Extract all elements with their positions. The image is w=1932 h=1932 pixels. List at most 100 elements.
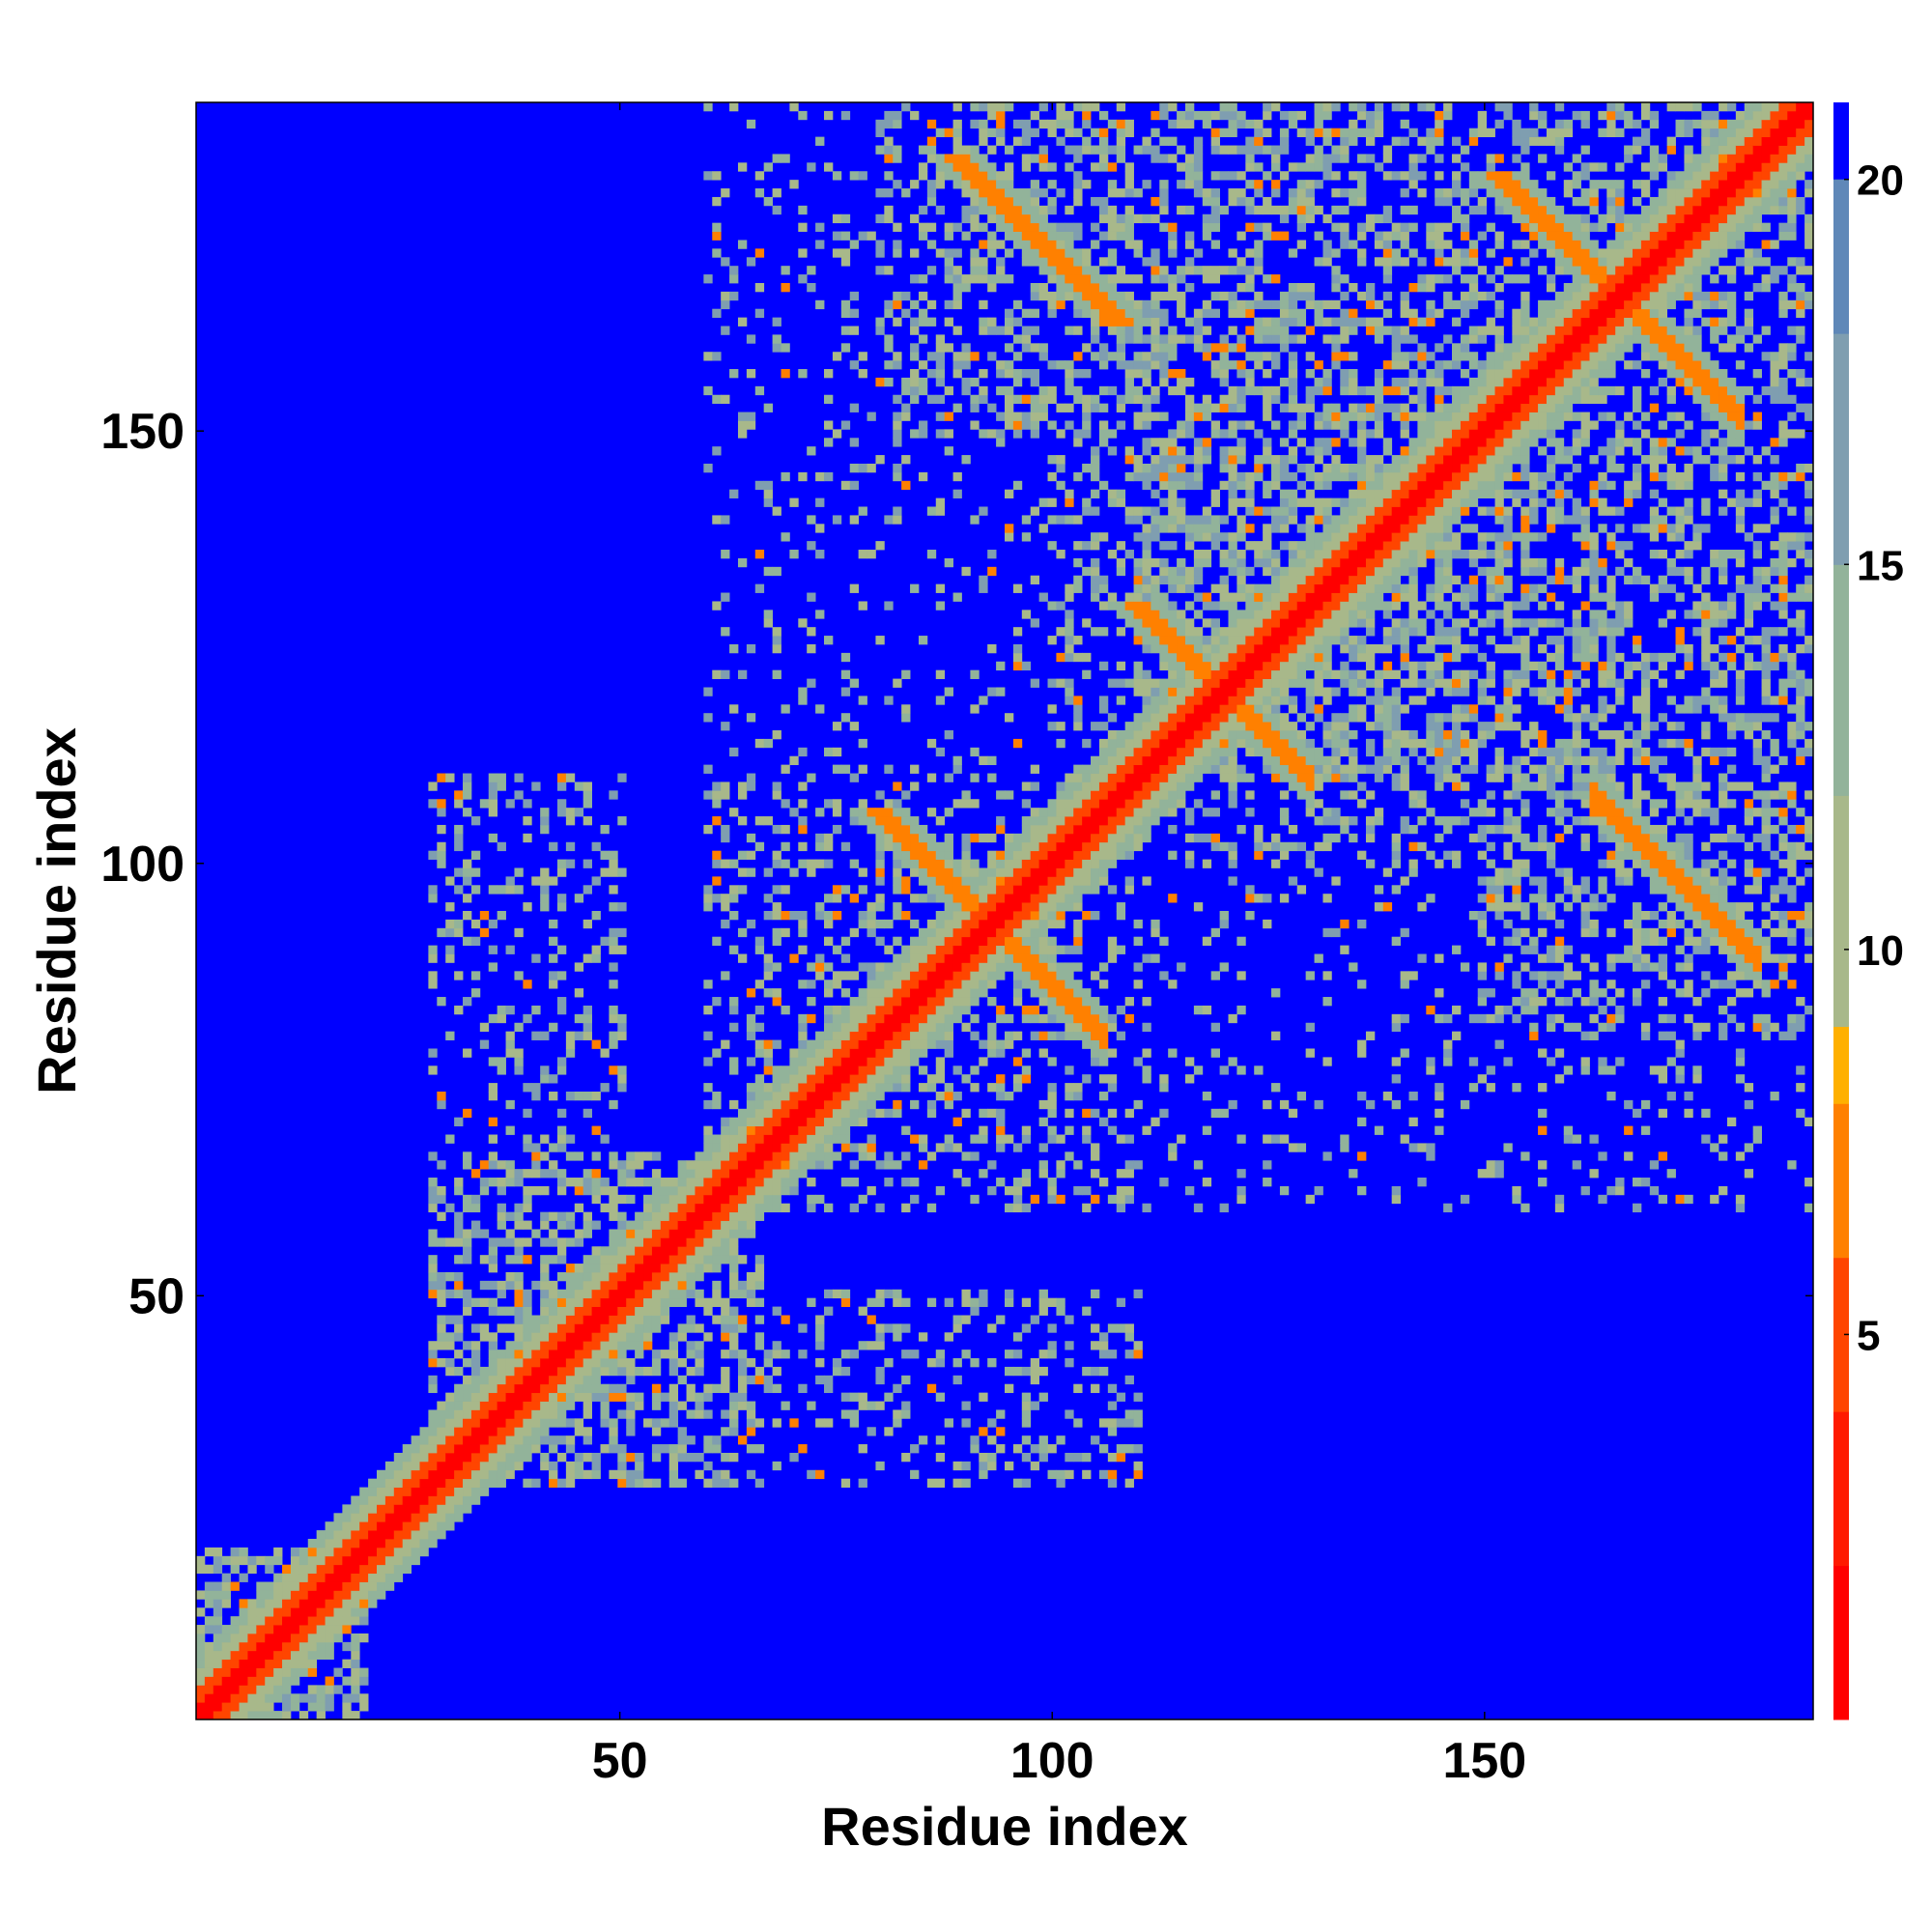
heatmap-cell (840, 213, 851, 224)
heatmap-cell (1107, 1108, 1118, 1119)
heatmap-cell (523, 1358, 532, 1368)
heatmap-cell (497, 1469, 506, 1480)
heatmap-cell (1133, 1469, 1143, 1480)
heatmap-cell (1151, 524, 1160, 533)
heatmap-cell (952, 171, 962, 181)
heatmap-cell (703, 274, 713, 284)
heatmap-cell (1073, 1005, 1083, 1015)
heatmap-cell (987, 162, 997, 172)
heatmap-cell (1193, 463, 1204, 473)
heatmap-cell (979, 971, 988, 980)
heatmap-cell (1065, 145, 1074, 155)
heatmap-cell (290, 1702, 300, 1712)
heatmap-cell (849, 1099, 860, 1110)
heatmap-cell (746, 1125, 756, 1135)
heatmap-cell (729, 643, 739, 654)
heatmap-cell (342, 1564, 352, 1575)
heatmap-cell (1116, 541, 1126, 551)
heatmap-cell (1124, 1478, 1134, 1488)
heatmap-cell (1116, 145, 1126, 155)
heatmap-cell (840, 687, 851, 696)
heatmap-cell (505, 1469, 515, 1480)
heatmap-cell (893, 1057, 902, 1066)
heatmap-cell (970, 799, 980, 809)
heatmap-cell (1082, 841, 1092, 852)
heatmap-cell (746, 1117, 756, 1126)
heatmap-cell (1193, 696, 1204, 705)
heatmap-cell (1065, 1083, 1074, 1093)
heatmap-cell (935, 154, 946, 163)
heatmap-cell (926, 1074, 937, 1084)
heatmap-cell (1177, 162, 1186, 172)
heatmap-cell (531, 1091, 541, 1101)
heatmap-cell (772, 790, 781, 800)
heatmap-cell (1177, 747, 1186, 757)
heatmap-cell (944, 162, 953, 172)
heatmap-cell (901, 291, 911, 301)
heatmap-cell (591, 1323, 601, 1333)
heatmap-cell (1184, 808, 1195, 817)
heatmap-cell (1021, 205, 1032, 215)
heatmap-cell (763, 566, 773, 577)
heatmap-cell (643, 1418, 653, 1428)
heatmap-cell (1184, 833, 1195, 843)
heatmap-cell (514, 1332, 524, 1342)
heatmap-cell (1124, 213, 1134, 224)
heatmap-cell (1116, 343, 1126, 353)
heatmap-cell (737, 669, 748, 679)
heatmap-cell (1124, 1418, 1134, 1428)
heatmap-cell (523, 1418, 532, 1428)
heatmap-cell (1056, 231, 1065, 241)
heatmap-cell (1073, 652, 1083, 663)
heatmap-cell (944, 919, 953, 929)
heatmap-cell (488, 1297, 498, 1307)
heatmap-cell (1124, 1013, 1134, 1024)
heatmap-cell (325, 1641, 334, 1652)
heatmap-cell (1021, 222, 1032, 232)
heatmap-cell (591, 1452, 601, 1463)
heatmap-cell (428, 894, 438, 903)
heatmap-cell (239, 1659, 248, 1668)
heatmap-cell (1005, 962, 1014, 972)
heatmap-cell (333, 1555, 343, 1566)
heatmap-cell (721, 627, 730, 637)
heatmap-cell (1030, 240, 1040, 249)
heatmap-cell (1107, 326, 1118, 335)
heatmap-cell (531, 1280, 541, 1291)
heatmap-cell (944, 980, 953, 989)
heatmap-cell (298, 1616, 309, 1626)
heatmap-cell (746, 1297, 756, 1307)
heatmap-cell (944, 808, 953, 817)
heatmap-cell (1073, 980, 1083, 989)
heatmap-cell (1168, 781, 1178, 791)
heatmap-cell (875, 1048, 885, 1058)
heatmap-cell (1159, 110, 1169, 121)
heatmap-cell (712, 1178, 722, 1187)
heatmap-cell (677, 1323, 687, 1333)
heatmap-cell (849, 859, 860, 868)
heatmap-cell (1168, 334, 1178, 344)
heatmap-cell (884, 188, 894, 198)
heatmap-cell (910, 274, 920, 284)
heatmap-cell (549, 1478, 558, 1488)
heatmap-cell (437, 997, 446, 1007)
heatmap-cell (617, 1013, 627, 1024)
heatmap-cell (1073, 790, 1083, 800)
heatmap-cell (574, 1315, 584, 1324)
heatmap-cell (729, 1005, 739, 1015)
heatmap-cell (1038, 1444, 1048, 1454)
heatmap-cell (402, 1495, 412, 1505)
heatmap-cell (1005, 102, 1014, 112)
heatmap-cell (763, 162, 773, 172)
heatmap-cell (926, 988, 937, 998)
heatmap-cell (540, 1401, 550, 1410)
heatmap-cell (1065, 696, 1074, 705)
heatmap-cell (901, 1323, 911, 1333)
heatmap-cell (1030, 764, 1040, 774)
heatmap-cell (1193, 669, 1204, 679)
heatmap-cell (1047, 1185, 1057, 1196)
heatmap-cell (970, 1031, 980, 1040)
heatmap-cell (463, 790, 472, 800)
heatmap-cell (393, 1452, 404, 1463)
heatmap-cell (1159, 773, 1169, 782)
